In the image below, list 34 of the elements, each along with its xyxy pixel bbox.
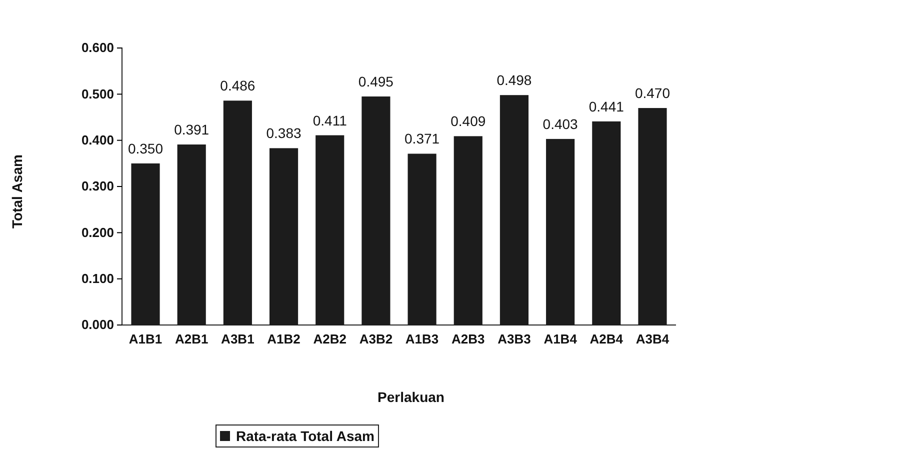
- x-tick-label: A2B4: [590, 332, 624, 347]
- x-tick-label: A3B3: [498, 332, 531, 347]
- text: 0.403: [542, 116, 578, 132]
- text: 0.486: [220, 78, 256, 94]
- x-tick-label: A2B3: [452, 332, 485, 347]
- legend-label: Rata-rata Total Asam: [236, 428, 374, 444]
- x-tick-label: A3B4: [636, 332, 670, 347]
- text: 0.371: [404, 130, 440, 147]
- text: 0.391: [174, 121, 210, 138]
- y-tick-label: 0.600: [81, 40, 114, 56]
- x-tick-label: A1B3: [405, 332, 439, 347]
- y-tick-label: 0.300: [81, 178, 114, 194]
- x-tick-label: A2B1: [174, 332, 208, 347]
- y-tick-label: 0.100: [81, 270, 114, 286]
- y-tick-label: 0.200: [81, 224, 114, 240]
- x-tick-label: A3B1: [221, 332, 254, 347]
- y-tick-label: 0.500: [81, 86, 114, 102]
- text: 0.470: [634, 85, 670, 102]
- text: 0.498: [496, 72, 532, 88]
- x-tick-label: A1B2: [267, 332, 300, 347]
- y-axis-title: Total Asam: [9, 154, 25, 228]
- text: 0.495: [358, 73, 394, 90]
- text: 0.411: [312, 112, 347, 128]
- x-tick-label: A1B1: [128, 332, 162, 347]
- text: 0.441: [588, 98, 624, 114]
- text: 0.383: [266, 125, 302, 142]
- x-tick-label: A2B2: [313, 332, 346, 347]
- x-axis-title: Perlakuan: [378, 389, 444, 405]
- x-tick-label: A3B2: [359, 332, 393, 347]
- y-tick-label: 0.400: [81, 132, 114, 148]
- x-tick-label: A1B4: [544, 332, 578, 347]
- text: 0.409: [450, 113, 486, 130]
- y-tick-label: 0.000: [81, 317, 114, 332]
- text: 0.350: [128, 140, 164, 156]
